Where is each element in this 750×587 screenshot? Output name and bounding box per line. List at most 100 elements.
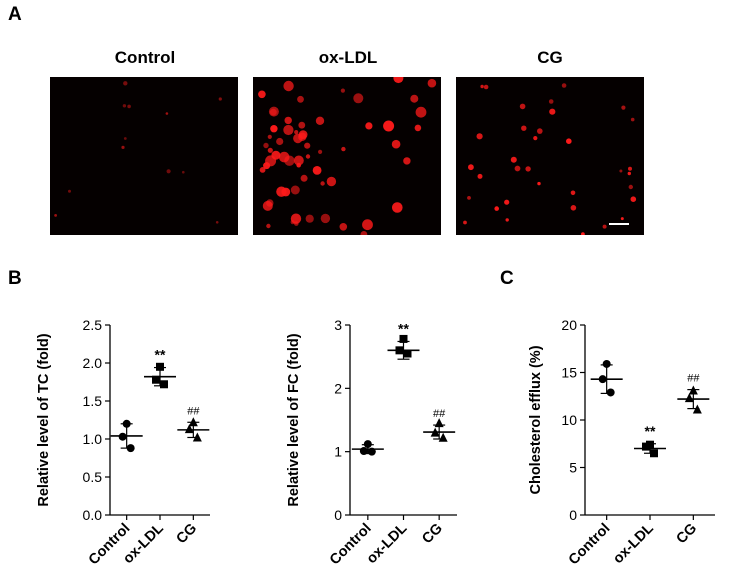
stain-spot [297,95,304,103]
stain-spot [427,78,437,88]
y-axis-label: Relative level of FC (fold) [286,333,302,506]
panel-a-label: A [8,4,22,25]
stain-spot [298,121,306,129]
stain-spot [533,136,538,141]
data-point [642,442,650,451]
y-tick-label: 3 [334,317,342,333]
data-point [434,418,444,428]
image-title-control: Control [114,48,176,67]
y-tick-label: 10 [561,412,577,428]
stain-spot [305,154,311,159]
y-axis-label: Cholesterol efflux (%) [528,345,544,494]
y-tick-label: 15 [561,365,577,381]
stain-spot [305,214,314,223]
stain-spot [480,84,484,89]
stain-spot [304,142,311,149]
stain-spot [267,134,272,139]
stain-spot [521,125,527,131]
data-point [403,349,412,358]
stain-spot [294,130,299,135]
data-point [184,424,194,434]
stain-spot [339,223,348,231]
stain-spot [365,122,373,130]
stain-spot [296,162,301,168]
y-tick-label: 20 [561,317,577,333]
x-tick-label: CG [173,521,200,548]
significance-label: ## [433,408,446,420]
stain-spot [68,189,71,193]
stain-spot [293,155,304,166]
stain-spot [619,169,623,173]
stain-spot [353,93,364,104]
stain-spot [166,169,171,174]
stain-spot [505,218,509,222]
x-tick-label: ox-LDL [610,520,657,567]
stain-spot [630,117,635,122]
stain-spot [537,181,541,186]
data-point [602,359,611,368]
data-point [438,432,448,442]
stain-spot [393,77,404,84]
data-point [688,385,698,395]
stain-spot [628,184,633,190]
y-tick-label: 2 [334,380,342,396]
stain-spot [468,164,474,171]
stain-spot [514,165,521,172]
stain-spot [537,128,543,134]
stain-spot [341,146,346,152]
stain-spot [270,125,278,133]
stain-spot [283,80,294,92]
stain-spot [467,196,471,200]
stain-spot [271,150,281,160]
stain-spot [391,139,401,149]
stain-spot [570,190,576,196]
significance-label: ** [645,423,656,439]
y-tick-label: 5 [569,460,577,476]
data-point [160,380,168,389]
stain-spot [463,220,467,225]
stain-spot [165,112,169,115]
stain-spot [283,124,294,136]
stain-spot [410,94,419,103]
stain-spot [267,147,273,153]
data-point [192,432,202,442]
y-tick-label: 0 [569,507,577,523]
y-tick-label: 2.5 [83,317,103,333]
stain-spot [298,130,308,139]
x-tick-label: CG [673,521,700,548]
data-point [188,417,198,427]
stain-spot [290,220,295,225]
stain-spot [581,232,585,235]
y-axis-label: Relative level of TC (fold) [36,333,52,506]
data-point [363,440,372,449]
x-tick-label: CG [419,521,446,548]
stain-spot [312,166,322,175]
stain-spot [630,196,637,202]
stain-spot [276,137,284,146]
stain-spot [476,133,483,140]
stain-spot [318,149,323,154]
stain-spot [300,174,308,182]
stain-spot [266,199,274,207]
data-point [156,362,164,371]
y-tick-label: 0.5 [83,469,103,485]
significance-label: ## [187,405,200,417]
stain-spot [284,116,292,125]
y-tick-label: 1.0 [83,431,103,447]
stain-spot [122,104,127,108]
stain-spot [392,202,403,213]
chart-fc: 0 1 2 3 Relative level of FC (fold) Controlox… [286,317,457,568]
panel-c-label: C [500,268,514,289]
stain-spot [263,142,269,149]
stain-spot [269,108,277,116]
x-tick-label: Control [566,521,614,569]
stain-spot [123,81,128,86]
stain-spot [483,84,489,90]
y-tick-label: 1.5 [83,393,103,409]
stain-spot [621,105,626,110]
stain-spot [504,199,510,205]
stain-spot [127,104,131,109]
stain-spot [403,157,411,165]
data-point [359,447,368,456]
image-title-oxldl: ox-LDL [318,48,378,67]
